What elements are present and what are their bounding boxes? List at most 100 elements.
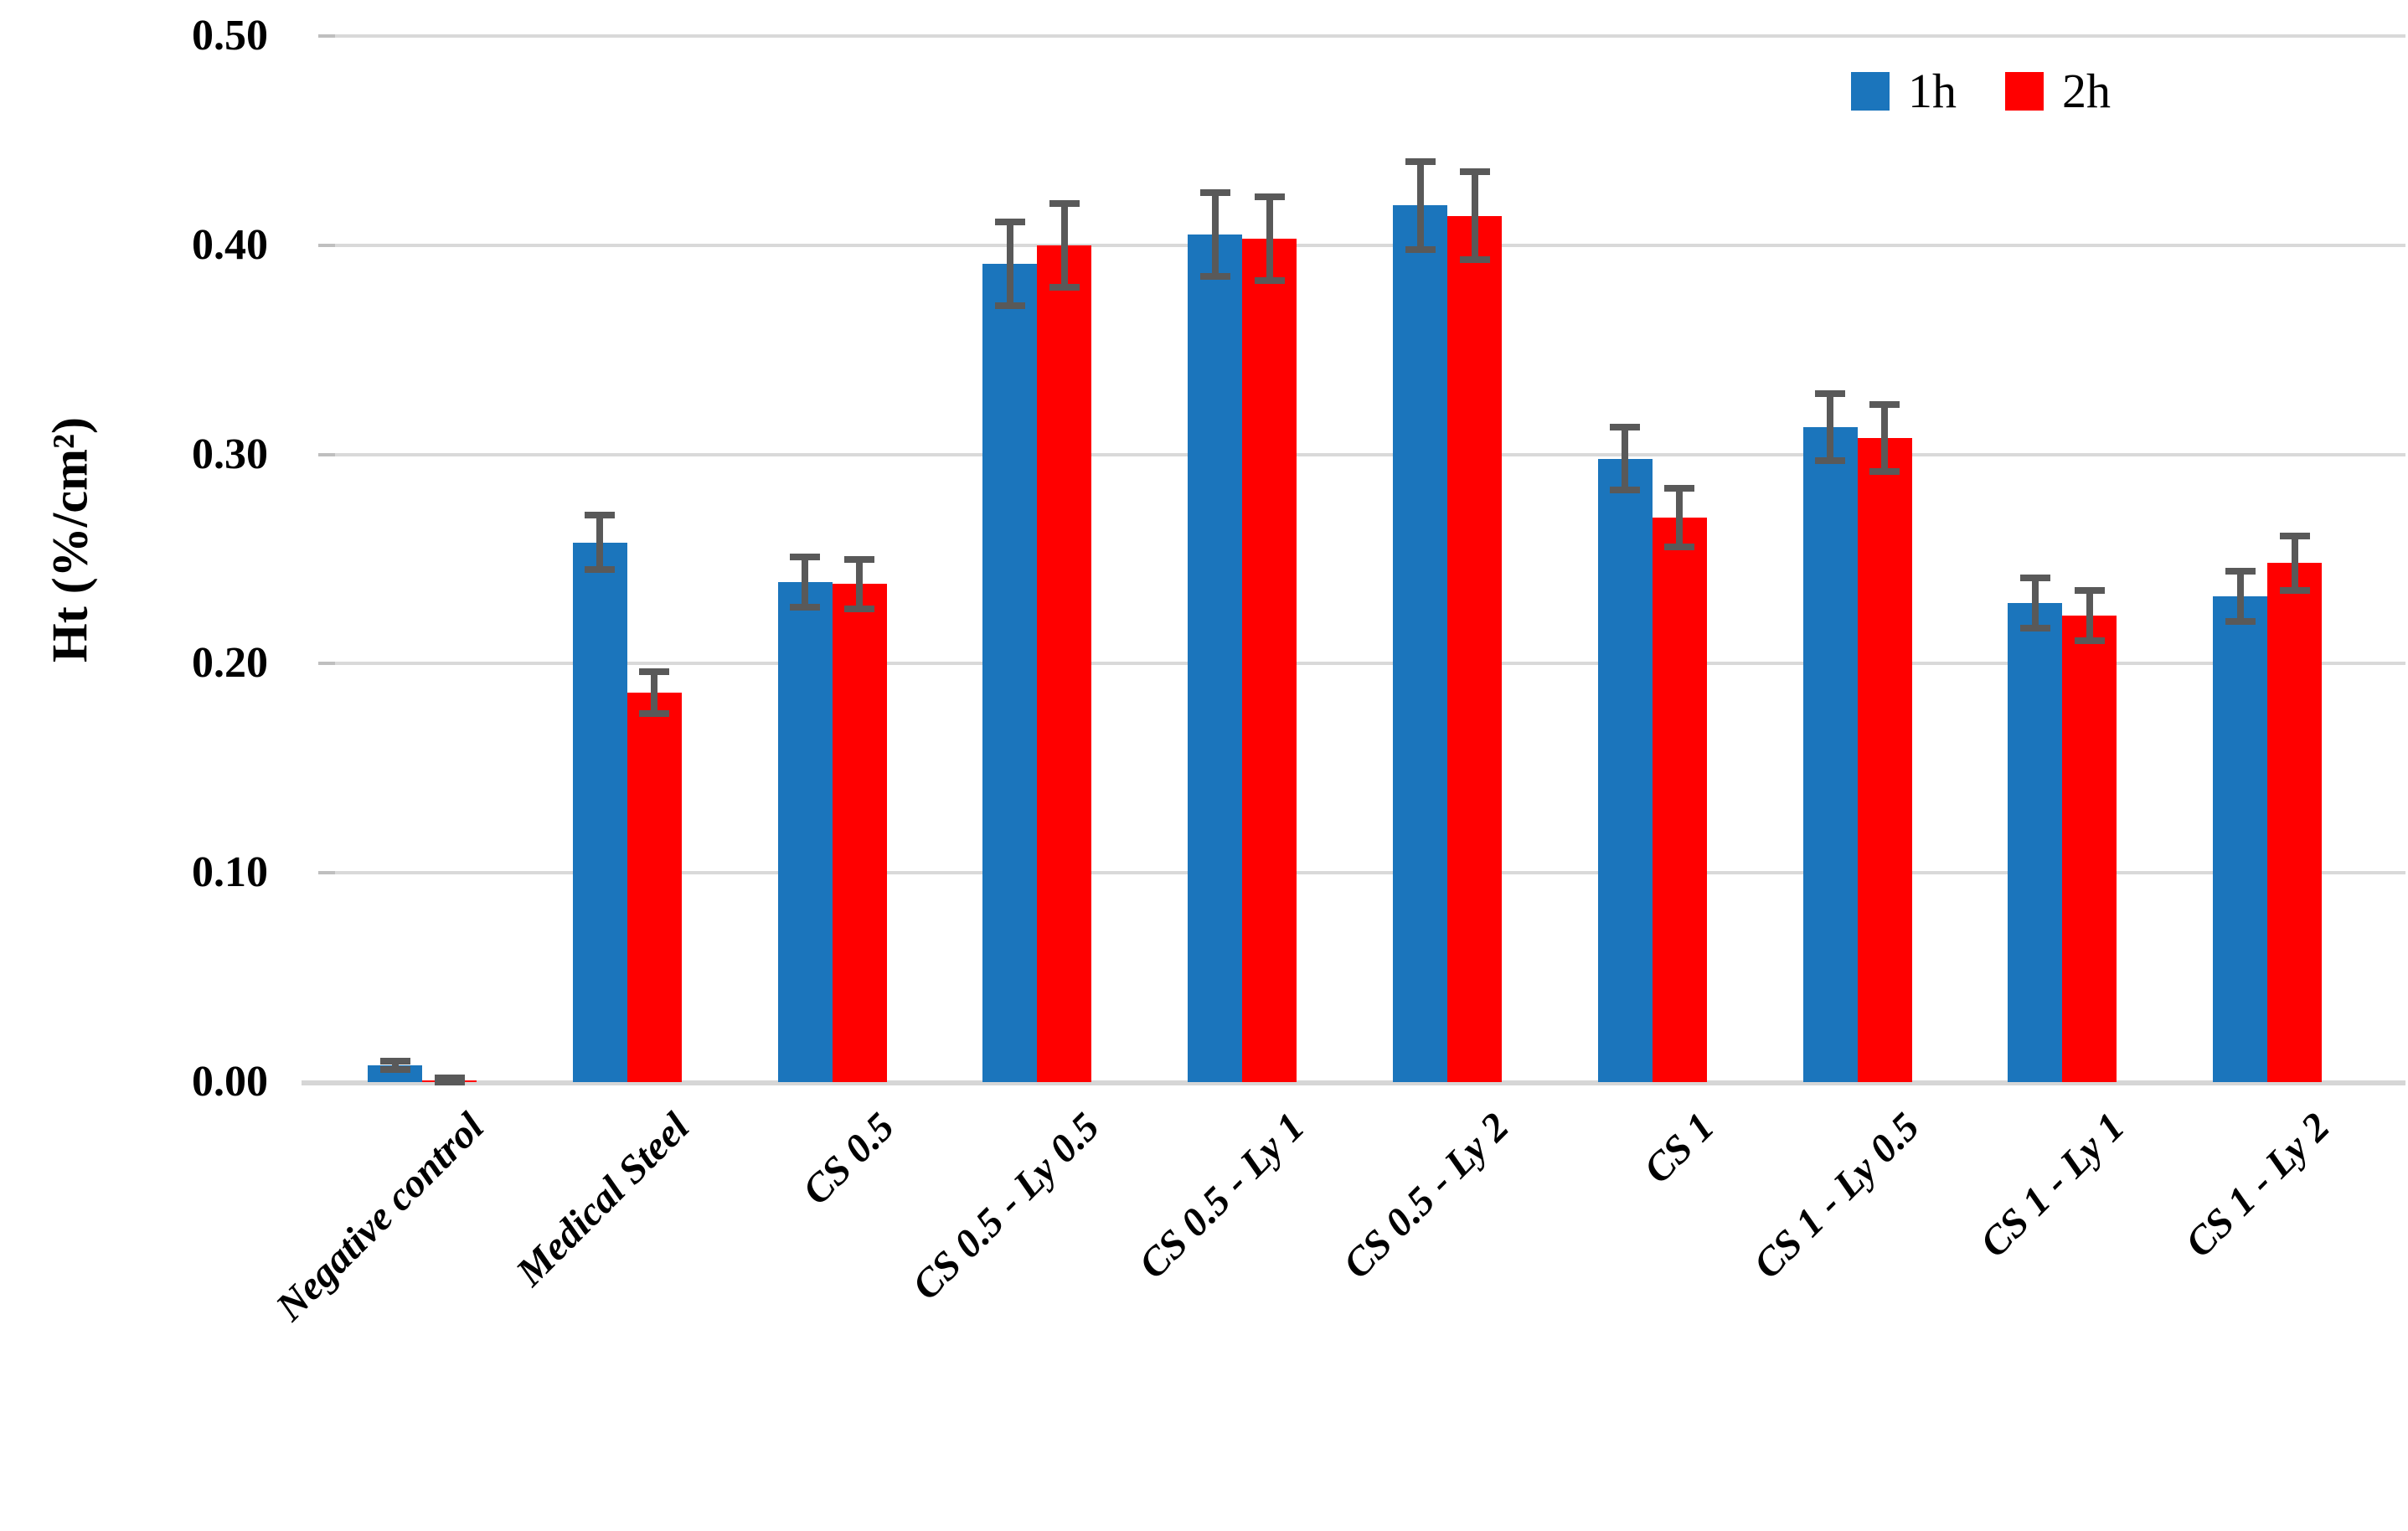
error-bar-cap-top [2019,574,2050,581]
x-axis-label: CS 0.5 [793,1104,903,1214]
bar-1h [982,264,1038,1082]
y-tick-mark [318,452,335,456]
bar-2h [1242,239,1297,1082]
y-tick-label: 0.30 [192,430,268,478]
error-bar-cap-top [1815,390,1846,398]
bar-1h [572,542,627,1082]
error-bar-cap-bottom [1405,245,1436,253]
y-tick-label: 0.40 [192,220,268,269]
error-bar-line [596,515,604,570]
error-bar-cap-top [2074,586,2105,594]
error-bar-cap-bottom [1049,283,1080,291]
bar-2h [1037,245,1092,1082]
error-bar-line [391,1061,399,1070]
error-bar-line [1471,172,1478,260]
bar-2h [626,693,682,1082]
error-bar-cap-bottom [1664,543,1695,550]
error-bar-cap-bottom [2019,624,2050,631]
error-bar-cap-bottom [1610,487,1641,494]
gridline [335,34,2405,38]
legend: 1h 2h [1851,67,2111,116]
error-bar-cap-bottom [2074,637,2105,644]
error-bar-cap-bottom [1869,467,1900,475]
error-bar-cap-bottom [379,1066,410,1073]
bar-1h [1188,235,1243,1082]
bar-2h [832,584,887,1082]
error-bar-line [1827,394,1834,461]
error-bar-line [1006,222,1013,307]
bar-1h [1393,205,1447,1082]
legend-label-1h: 1h [1908,64,1957,118]
error-bar-cap-top [994,219,1025,226]
error-bar-line [1622,427,1629,491]
x-axis-label: CS 0.5 - Ly 0.5 [903,1104,1108,1309]
y-tick-mark [318,243,335,247]
error-bar-line [1060,203,1068,287]
legend-swatch-1h [1851,72,1890,111]
error-bar-cap-top [1199,189,1230,197]
legend-swatch-2h [2005,72,2044,111]
bar-1h [2213,596,2268,1082]
error-bar-cap-bottom [1815,457,1846,465]
error-bar-cap-top [1049,199,1080,207]
error-bar-cap-bottom [434,1079,465,1085]
gridline [335,871,2405,875]
error-bar-line [1211,193,1219,277]
error-bar-cap-bottom [1199,273,1230,281]
gridline [335,243,2405,247]
error-bar-cap-top [585,512,616,519]
error-bar-cap-top [1664,484,1695,492]
bar-2h [1857,437,1912,1082]
y-tick-mark [318,871,335,875]
error-bar-cap-top [2279,533,2310,540]
error-bar-line [2086,590,2093,641]
bar-2h [1652,517,1707,1082]
error-bar-cap-top [2225,568,2256,575]
y-tick-label: 0.10 [192,848,268,897]
bar-2h [2267,563,2323,1082]
x-axis-label: Negative control [267,1104,493,1330]
error-bar-cap-top [379,1058,410,1065]
y-tick-label: 0.20 [192,639,268,688]
error-bar-line [802,557,809,607]
x-axis-line [302,1080,2405,1085]
error-bar-line [2291,536,2298,590]
error-bar-cap-top [1459,168,1490,176]
error-bar-line [1266,197,1273,281]
x-axis-label: CS 0.5 - Ly 2 [1335,1104,1519,1287]
bar-1h [1802,427,1858,1082]
error-bar-cap-top [1254,193,1285,201]
bar-1h [777,581,833,1082]
error-bar-line [2031,577,2039,628]
error-bar-line [856,559,864,610]
error-bar-cap-bottom [1459,256,1490,264]
error-bar-cap-top [844,555,875,563]
x-axis-label: CS 1 - Ly 2 [2176,1104,2338,1266]
gridline [335,662,2405,666]
bar-2h [1447,215,1502,1082]
y-tick-mark [318,34,335,38]
x-axis-label: CS 1 - Ly 0.5 [1745,1104,1928,1287]
error-bar-cap-bottom [844,606,875,613]
y-tick-label: 0.00 [192,1058,268,1106]
y-tick-mark [318,662,335,666]
error-bar-cap-bottom [2225,618,2256,626]
error-bar-cap-top [639,668,670,676]
x-axis-label: CS 1 [1635,1104,1723,1193]
x-axis-label: CS 1 - Ly 1 [1971,1104,2133,1266]
bar-2h [2062,615,2117,1082]
error-bar-line [1416,161,1424,250]
error-bar-cap-bottom [2279,586,2310,594]
error-bar-cap-top [790,554,821,560]
error-bar-line [2236,571,2244,622]
error-bar-cap-bottom [1254,277,1285,285]
error-bar-line [1676,487,1684,547]
error-bar-line [651,672,658,714]
error-bar-cap-bottom [639,710,670,718]
error-bar-cap-top [1869,400,1900,408]
error-bar-cap-top [1405,157,1436,165]
x-axis-label: CS 0.5 - Ly 1 [1130,1104,1313,1287]
y-tick-label: 0.50 [192,12,268,59]
bar-1h [1597,458,1653,1082]
